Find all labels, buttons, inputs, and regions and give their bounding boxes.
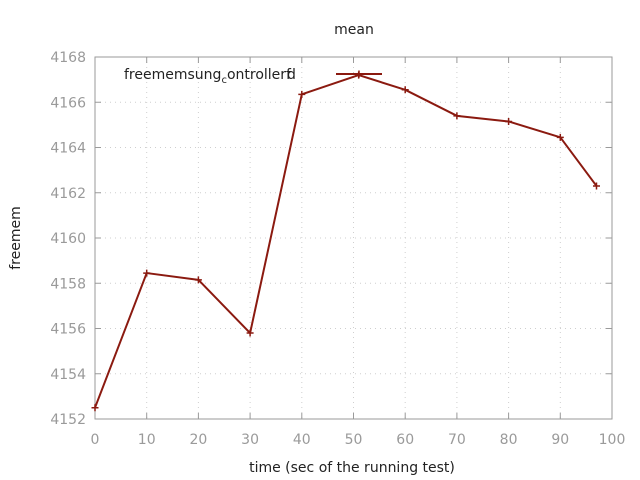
x-tick-label: 0 — [91, 432, 100, 448]
y-tick-label: 4160 — [50, 231, 86, 247]
x-tick-label: 100 — [599, 432, 626, 448]
x-axis-title: time (sec of the running test) — [249, 460, 455, 476]
data-point — [505, 117, 513, 125]
data-point — [298, 90, 306, 98]
x-tick-label: 90 — [551, 432, 569, 448]
data-point — [194, 276, 202, 284]
x-tick-label: 80 — [500, 432, 518, 448]
legend-part-2: sung — [188, 67, 222, 83]
x-tick-label: 70 — [448, 432, 466, 448]
x-tick-label: 40 — [293, 432, 311, 448]
x-tick-label: 60 — [396, 432, 414, 448]
y-tick-label: 4158 — [50, 276, 86, 292]
x-tick-label: 10 — [138, 432, 156, 448]
grid-lines — [95, 57, 612, 419]
y-tick-label: 4168 — [50, 50, 86, 66]
legend-part-1: freemem — [124, 67, 188, 83]
x-axis-ticks: 0 10 20 30 40 50 60 70 80 90 100 — [91, 57, 626, 448]
data-point — [556, 133, 564, 141]
series-line — [94, 74, 598, 409]
y-tick-label: 4162 — [50, 186, 86, 202]
x-tick-label: 50 — [345, 432, 363, 448]
y-tick-label: 4152 — [50, 412, 86, 428]
legend-marker-sample — [355, 70, 363, 78]
y-axis-title: freemem — [8, 206, 24, 270]
y-tick-label: 4166 — [50, 95, 86, 111]
y-tick-label: 4164 — [50, 141, 86, 157]
legend-part-4: ontrollerf — [227, 67, 292, 83]
series-layer — [91, 71, 600, 412]
x-tick-label: 30 — [241, 432, 259, 448]
legend: freememsungcontrollerfd — [124, 67, 382, 86]
data-point — [592, 182, 600, 190]
data-point — [91, 404, 99, 412]
y-axis-ticks: 4152 4154 4156 4158 4160 4162 4164 4166 4168 — [50, 50, 612, 428]
legend-part-5: d — [287, 67, 296, 83]
data-point — [143, 269, 151, 277]
chart-title: mean — [334, 22, 374, 38]
data-point — [453, 112, 461, 120]
legend-entry-label: freememsungcontrollerfd — [124, 67, 296, 86]
y-tick-label: 4154 — [50, 367, 86, 383]
legend-part-3-subscript: c — [221, 75, 227, 86]
data-point — [401, 86, 409, 94]
y-tick-label: 4156 — [50, 322, 86, 338]
x-tick-label: 20 — [189, 432, 207, 448]
data-point — [246, 329, 254, 337]
